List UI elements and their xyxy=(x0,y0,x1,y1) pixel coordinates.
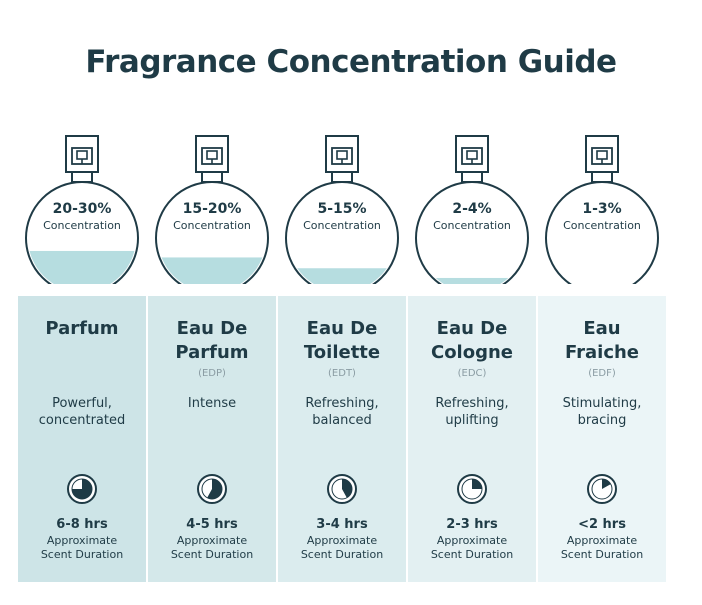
duration-wedge xyxy=(472,479,482,489)
duration-hours: 4-5 hrs xyxy=(186,517,238,532)
fragrance-description: Intense xyxy=(148,395,276,412)
fragrance-description: Refreshing, balanced xyxy=(278,395,406,429)
description-line: Intense xyxy=(187,396,237,411)
fragrance-name: Eau De Cologne xyxy=(408,317,536,365)
duration-hours: 2-3 hrs xyxy=(446,517,498,532)
description-line: bracing xyxy=(577,413,627,428)
fragrance-name-line: Eau xyxy=(583,318,621,339)
fragrance-name-line: Parfum xyxy=(175,342,249,363)
fragrance-name-line: Eau De xyxy=(306,318,378,339)
concentration-percent: 1-3% xyxy=(582,201,622,217)
duration-label: Approximate Scent Duration xyxy=(560,534,644,561)
description-line: Stimulating, xyxy=(562,396,642,411)
description-line: Powerful, xyxy=(52,396,112,411)
clock-icon xyxy=(587,474,617,504)
duration-hours: 6-8 hrs xyxy=(56,517,108,532)
duration-label: Approximate Scent Duration xyxy=(40,534,124,561)
duration-hours: 3-4 hrs xyxy=(316,517,368,532)
fragrance-description: Refreshing, uplifting xyxy=(408,395,536,429)
fragrance-name-line: Toilette xyxy=(303,342,381,363)
liquid-level xyxy=(418,277,526,284)
fragrance-name-line: Parfum xyxy=(45,318,119,339)
fragrance-name-line: Fraiche xyxy=(564,342,640,363)
info-panel xyxy=(408,296,536,582)
duration-wedge xyxy=(72,479,92,499)
concentration-percent: 5-15% xyxy=(317,201,367,217)
fragrance-column: 5-15% Concentration Eau De Toilette (EDT) Ref… xyxy=(278,128,406,582)
clock-icon xyxy=(327,474,357,504)
duration-hours: <2 hrs xyxy=(578,517,626,532)
description-line: balanced xyxy=(312,413,372,428)
concentration-percent: 20-30% xyxy=(52,201,112,217)
concentration-label: Concentration xyxy=(173,219,251,232)
description-line: concentrated xyxy=(38,413,126,428)
fragrance-column: 2-4% Concentration Eau De Cologne (EDC) Refre… xyxy=(408,128,536,582)
fragrance-abbreviation: (EDF) xyxy=(588,368,616,379)
info-panel xyxy=(148,296,276,582)
duration-wedge xyxy=(342,479,352,498)
fragrance-abbreviation: (EDT) xyxy=(328,368,356,379)
clock-icon xyxy=(67,474,97,504)
fragrance-abbreviation: (EDC) xyxy=(457,368,487,379)
fragrance-name: Eau De Parfum xyxy=(148,317,276,365)
perfume-bottle-icon xyxy=(25,135,139,284)
duration-label: Approximate Scent Duration xyxy=(170,534,254,561)
fragrance-description: Stimulating, bracing xyxy=(538,395,666,429)
description-line: Refreshing, xyxy=(435,396,509,411)
description-line: uplifting xyxy=(445,413,499,428)
fragrance-description: Powerful, concentrated xyxy=(18,395,146,429)
fragrance-name: Eau Fraiche xyxy=(538,317,666,365)
concentration-percent: 2-4% xyxy=(452,201,492,217)
concentration-label: Concentration xyxy=(433,219,511,232)
liquid-level xyxy=(28,250,136,284)
concentration-percent: 15-20% xyxy=(182,201,242,217)
fragrance-name: Parfum xyxy=(18,317,146,341)
clock-icon xyxy=(197,474,227,504)
info-panel xyxy=(538,296,666,582)
info-panel xyxy=(18,296,146,582)
fragrance-name-line: Cologne xyxy=(430,342,514,363)
page-title: Fragrance Concentration Guide xyxy=(85,44,617,80)
fragrance-column: 20-30% Concentration Parfum Powerful, concen… xyxy=(18,128,146,582)
info-panel xyxy=(278,296,406,582)
perfume-bottle-icon xyxy=(285,135,399,284)
fragrance-abbreviation: (EDP) xyxy=(198,368,226,379)
fragrance-column: 15-20% Concentration Eau De Parfum (EDP) Inte… xyxy=(148,128,276,582)
liquid-level xyxy=(288,268,396,284)
perfume-bottle-icon xyxy=(415,135,529,284)
duration-label: Approximate Scent Duration xyxy=(430,534,514,561)
fragrance-column: 1-3% Concentration Eau Fraiche (EDF) Stimulat… xyxy=(538,128,666,582)
fragrance-name-line: Eau De xyxy=(176,318,248,339)
fragrance-name: Eau De Toilette xyxy=(278,317,406,365)
clock-icon xyxy=(457,474,487,504)
duration-label: Approximate Scent Duration xyxy=(300,534,384,561)
perfume-bottle-icon xyxy=(545,135,659,284)
description-line: Refreshing, xyxy=(305,396,379,411)
concentration-label: Concentration xyxy=(563,219,641,232)
duration-wedge xyxy=(207,479,223,499)
concentration-label: Concentration xyxy=(303,219,381,232)
fragrance-name-line: Eau De xyxy=(436,318,508,339)
concentration-label: Concentration xyxy=(43,219,121,232)
perfume-bottle-icon xyxy=(155,135,269,284)
